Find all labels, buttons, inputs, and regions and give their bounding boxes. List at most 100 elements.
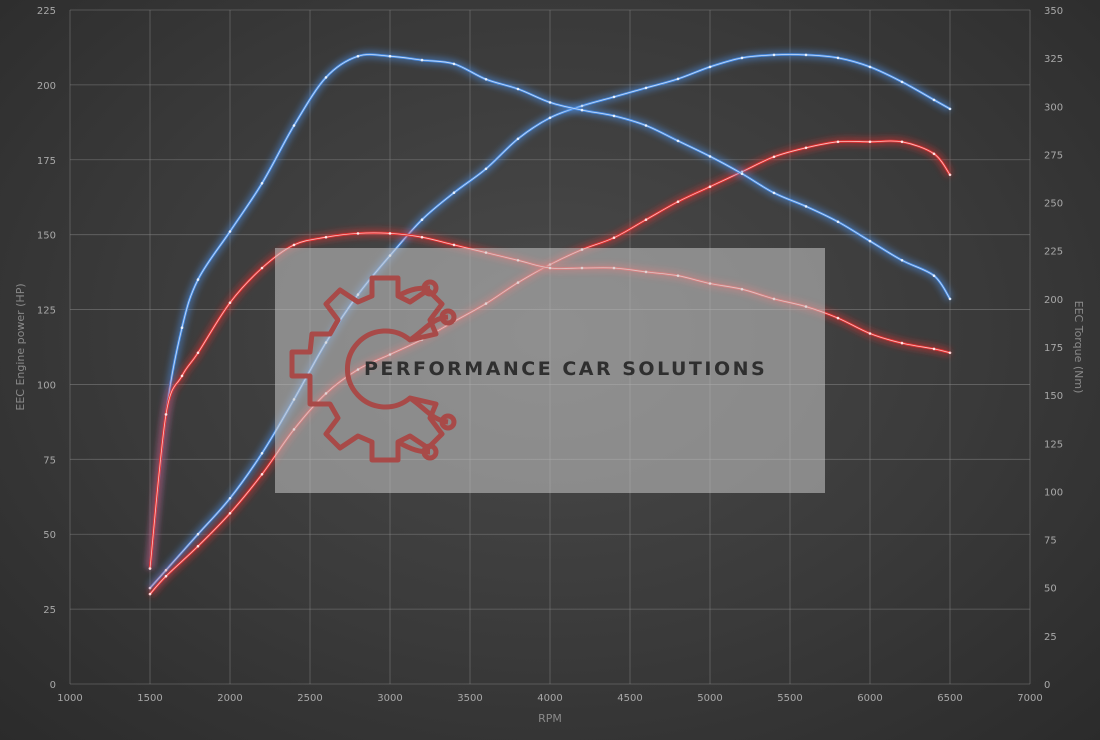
y-left-tick-label: 175 [37, 156, 56, 167]
data-point [196, 278, 200, 281]
x-tick-label: 4500 [617, 693, 642, 704]
data-point [228, 230, 232, 233]
series-1 [147, 51, 952, 591]
data-point [292, 124, 296, 127]
data-point [516, 137, 520, 141]
y-right-tick-label: 350 [1044, 6, 1063, 17]
data-point [772, 191, 776, 195]
data-point [324, 76, 328, 79]
y-right-axis-title: EEC Torque (Nm) [1072, 301, 1085, 394]
x-tick-label: 6500 [937, 693, 962, 704]
data-point [148, 567, 152, 570]
data-point [324, 235, 328, 239]
data-point [644, 218, 648, 221]
data-point [932, 152, 936, 156]
x-tick-label: 5500 [777, 693, 802, 704]
watermark-box [275, 248, 825, 493]
data-point [900, 80, 904, 84]
x-tick-label: 5000 [697, 693, 722, 704]
data-point [708, 65, 712, 69]
data-point [516, 87, 520, 91]
x-axis-title: RPM [538, 712, 562, 725]
y-right-tick-label: 125 [1044, 439, 1063, 450]
data-point [612, 114, 616, 118]
data-point [836, 140, 840, 144]
data-point [804, 205, 808, 208]
data-point [164, 574, 168, 578]
data-point [420, 218, 424, 221]
y-left-tick-label: 150 [37, 231, 56, 242]
data-point [196, 532, 200, 536]
y-right-tick-label: 325 [1044, 54, 1063, 65]
data-point [484, 167, 488, 171]
x-tick-label: 2500 [297, 693, 322, 704]
y-right-tick-label: 25 [1044, 632, 1057, 643]
data-point [804, 146, 808, 150]
data-point [868, 65, 872, 69]
y-left-tick-label: 125 [37, 306, 56, 317]
y-right-tick-label: 50 [1044, 584, 1057, 595]
data-point [948, 107, 952, 111]
data-point [228, 301, 232, 305]
y-left-tick-label: 75 [43, 455, 56, 466]
data-point [900, 140, 904, 144]
data-point [180, 326, 184, 330]
data-point [388, 54, 392, 58]
y-right-tick-label: 275 [1044, 150, 1063, 161]
data-point [804, 53, 808, 57]
data-point [644, 124, 648, 127]
y-left-tick-label: 0 [50, 680, 56, 691]
x-tick-label: 7000 [1017, 693, 1042, 704]
x-tick-label: 4000 [537, 693, 562, 704]
y-right-tick-label: 250 [1044, 199, 1063, 210]
y-right-tick-label: 150 [1044, 391, 1063, 402]
x-tick-label: 2000 [217, 693, 242, 704]
data-point [580, 108, 584, 112]
data-point [676, 200, 680, 203]
data-point [196, 544, 200, 548]
data-point [740, 172, 744, 175]
data-point [708, 185, 712, 188]
data-point [260, 473, 264, 476]
data-point [836, 316, 840, 320]
data-point [164, 413, 168, 416]
y-left-tick-label: 50 [43, 530, 56, 541]
data-point [388, 232, 392, 235]
tick-labels: 1000 1500 2000 2500 3000 3500 4000 4500 5000 5500… [37, 6, 1063, 704]
x-tick-label: 1500 [137, 693, 162, 704]
data-point [948, 173, 952, 177]
data-point [644, 86, 648, 90]
watermark-text: PERFORMANCE CAR SOLUTIONS [364, 358, 767, 380]
data-point [452, 62, 456, 66]
y-left-tick-label: 200 [37, 81, 56, 92]
data-point [676, 139, 680, 143]
y-right-tick-label: 75 [1044, 536, 1057, 547]
y-left-tick-label: 100 [37, 380, 56, 391]
data-point [260, 182, 264, 185]
watermark: PERFORMANCE CAR SOLUTIONS [275, 248, 825, 493]
data-point [356, 232, 360, 235]
x-tick-label: 3000 [377, 693, 402, 704]
y-right-tick-label: 200 [1044, 295, 1063, 306]
data-point [868, 239, 872, 243]
data-point [180, 374, 184, 378]
data-point [484, 78, 488, 81]
x-tick-label: 3500 [457, 693, 482, 704]
y-right-tick-label: 225 [1044, 247, 1063, 258]
data-point [948, 297, 952, 301]
data-point [708, 155, 712, 158]
data-point [612, 236, 616, 239]
data-point [772, 155, 776, 159]
data-point [868, 332, 872, 335]
data-point [612, 95, 616, 99]
y-right-tick-label: 300 [1044, 102, 1063, 113]
data-point [548, 116, 552, 120]
data-point [452, 191, 456, 194]
y-right-tick-label: 0 [1044, 680, 1050, 691]
data-point [948, 351, 952, 355]
data-point [420, 235, 424, 239]
x-tick-label: 1000 [57, 693, 82, 704]
y-right-tick-label: 100 [1044, 487, 1063, 498]
y-left-tick-label: 25 [43, 605, 56, 616]
